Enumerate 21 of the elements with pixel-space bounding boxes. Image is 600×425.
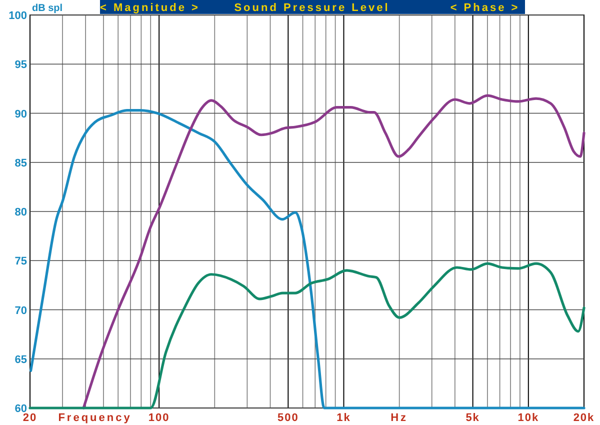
chart-title: Sound Pressure Level [234, 2, 390, 14]
y-tick-label: 65 [14, 354, 27, 366]
y-tick-label: 75 [14, 256, 27, 268]
y-tick-label: 100 [8, 10, 27, 22]
text: Hz [390, 412, 408, 424]
x-tick-label: 1k [336, 412, 351, 424]
y-axis-title: dB spl [32, 3, 63, 14]
y-tick-label: 90 [14, 108, 27, 120]
x-axis-title: Frequency [58, 412, 132, 424]
x-tick-label: 20k [573, 412, 595, 424]
x-tick-label: 10k [518, 412, 540, 424]
y-tick-label: 70 [14, 304, 27, 317]
x-tick-label: 500 [277, 412, 299, 424]
y-tick-label: 85 [14, 157, 27, 170]
y-tick-label: 80 [14, 206, 27, 218]
x-tick-label: 20 [22, 412, 38, 424]
text: < Phase > [450, 2, 520, 14]
y-tick-label: 95 [14, 59, 27, 72]
x-tick-label: 100 [148, 412, 170, 424]
text: < Magnitude > [100, 2, 200, 14]
x-tick-label: 5k [466, 412, 480, 424]
